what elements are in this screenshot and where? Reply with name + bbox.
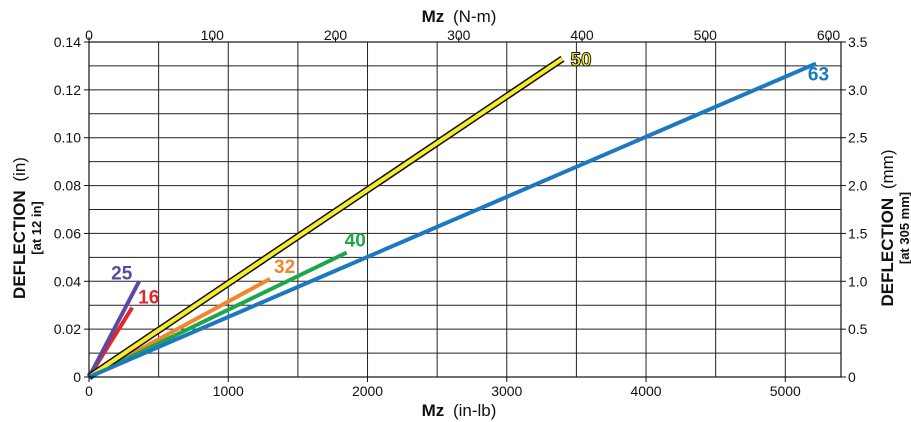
- right-axis-sublabel: [at 305 mm]: [897, 192, 911, 264]
- right-axis-title-bold: DEFLECTION: [878, 198, 897, 307]
- right-axis-title-unit: (mm): [878, 150, 897, 190]
- right-axis-title: DEFLECTION (mm): [878, 150, 897, 307]
- y-right-tick-label: 1.5: [848, 225, 868, 241]
- left-axis-title-unit: (in): [10, 157, 29, 182]
- x-top-tick-label: 0: [85, 27, 93, 43]
- x-top-tick-label: 400: [570, 27, 594, 43]
- x-bottom-tick-label: 2000: [352, 383, 383, 399]
- series-label-32: 32: [274, 257, 295, 278]
- series-line-50: [87, 57, 564, 379]
- left-axis-title-bold: DEFLECTION: [10, 190, 29, 299]
- series-label-50: 50: [570, 50, 591, 71]
- bottom-axis-title-unit: (in-lb): [453, 401, 496, 420]
- top-axis-title: Mz (N-m): [422, 7, 497, 26]
- y-left-tick-label: 0.04: [54, 273, 81, 289]
- y-left-tick-label: 0.10: [54, 130, 81, 146]
- series-line-40: [88, 250, 348, 379]
- x-top-tick-label: 200: [324, 27, 348, 43]
- y-right-tick-label: 3.0: [848, 82, 868, 98]
- left-axis-title: DEFLECTION (in): [10, 157, 29, 299]
- y-left-tick-label: 0: [73, 369, 81, 385]
- top-axis-title-unit: (N-m): [453, 7, 496, 26]
- bottom-axis-title: Mz (in-lb): [422, 401, 497, 420]
- top-axis-title-bold: Mz: [422, 7, 445, 26]
- series-label-16: 16: [138, 288, 159, 309]
- y-left-tick-label: 0.12: [54, 82, 81, 98]
- x-top-tick-label: 500: [694, 27, 718, 43]
- x-bottom-tick-label: 5000: [770, 383, 801, 399]
- y-left-tick-label: 0.14: [54, 34, 81, 50]
- y-left-tick-label: 0.08: [54, 178, 81, 194]
- series-label-25: 25: [111, 263, 133, 284]
- y-left-tick-label: 0.06: [54, 225, 81, 241]
- y-right-tick-label: 1.0: [848, 273, 868, 289]
- x-top-tick-label: 600: [817, 27, 841, 43]
- series-line-63: [88, 61, 817, 379]
- bottom-axis-title-bold: Mz: [422, 401, 445, 420]
- x-bottom-tick-label: 3000: [491, 383, 522, 399]
- x-bottom-tick-label: 0: [85, 383, 93, 399]
- y-left-tick-label: 0.02: [54, 321, 81, 337]
- y-right-tick-label: 0: [848, 369, 856, 385]
- left-axis-title-group: DEFLECTION (in) [at 12 in]: [10, 157, 44, 299]
- y-right-tick-label: 2.5: [848, 130, 868, 146]
- left-axis-sublabel: [at 12 in]: [29, 201, 44, 254]
- x-bottom-tick-label: 4000: [630, 383, 661, 399]
- y-right-tick-label: 2.0: [848, 178, 868, 194]
- axis-layer: [88, 41, 842, 378]
- plot-frame: [88, 41, 842, 378]
- series-label-63: 63: [808, 65, 829, 86]
- x-top-tick-label: 100: [201, 27, 225, 43]
- x-bottom-tick-label: 1000: [213, 383, 244, 399]
- right-axis-title-group: DEFLECTION (mm) [at 305 mm]: [878, 150, 911, 307]
- y-right-tick-label: 3.5: [848, 34, 868, 50]
- series-label-40: 40: [345, 231, 366, 252]
- series-line-25: [87, 280, 141, 378]
- x-top-tick-label: 300: [447, 27, 471, 43]
- y-right-tick-label: 0.5: [848, 321, 868, 337]
